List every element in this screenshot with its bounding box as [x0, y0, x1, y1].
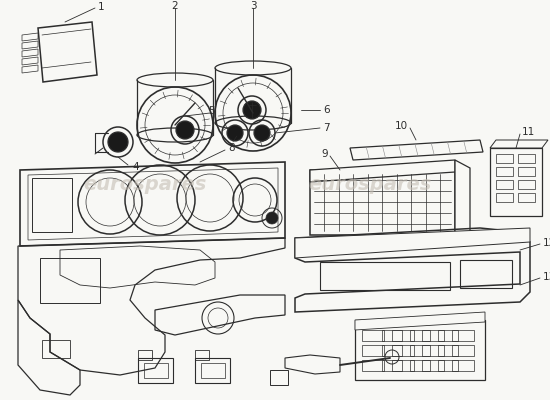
Bar — [518, 154, 535, 163]
Polygon shape — [22, 33, 38, 41]
Text: 10: 10 — [395, 121, 408, 131]
Bar — [392, 345, 414, 356]
Bar — [144, 363, 168, 378]
Bar — [422, 330, 444, 341]
Bar — [40, 258, 100, 303]
Bar — [496, 180, 513, 189]
Bar — [392, 360, 414, 371]
Bar — [362, 360, 384, 371]
Circle shape — [227, 125, 243, 141]
Bar — [452, 330, 474, 341]
Polygon shape — [22, 41, 38, 49]
Text: 12: 12 — [543, 238, 550, 248]
Bar — [320, 262, 450, 290]
Bar — [310, 170, 455, 235]
Bar — [42, 340, 70, 358]
Text: 1: 1 — [98, 2, 104, 12]
Text: 9: 9 — [321, 149, 328, 159]
Bar — [518, 193, 535, 202]
Bar — [138, 350, 152, 360]
Circle shape — [176, 121, 194, 139]
Bar — [392, 330, 414, 341]
Bar — [422, 345, 444, 356]
Bar — [355, 320, 485, 380]
Bar — [518, 180, 535, 189]
Circle shape — [254, 125, 270, 141]
Text: 4: 4 — [132, 162, 139, 172]
Bar — [138, 358, 173, 383]
Bar — [438, 330, 458, 341]
Bar — [201, 363, 225, 378]
Bar — [438, 360, 458, 371]
Polygon shape — [355, 312, 485, 330]
Bar — [382, 345, 402, 356]
Bar — [362, 345, 384, 356]
Text: eurospares: eurospares — [83, 176, 207, 194]
Circle shape — [243, 101, 261, 119]
Bar — [452, 345, 474, 356]
Text: 2: 2 — [172, 1, 178, 11]
Text: 11: 11 — [522, 127, 535, 137]
Bar — [496, 193, 513, 202]
Polygon shape — [295, 228, 530, 258]
Text: 13: 13 — [543, 272, 550, 282]
Bar — [496, 154, 513, 163]
Circle shape — [108, 132, 128, 152]
Bar — [438, 345, 458, 356]
Polygon shape — [22, 49, 38, 57]
Bar — [422, 360, 444, 371]
Polygon shape — [22, 65, 38, 73]
Bar — [518, 167, 535, 176]
Polygon shape — [310, 160, 455, 182]
Polygon shape — [490, 140, 548, 148]
Bar — [382, 360, 402, 371]
Text: 7: 7 — [323, 123, 329, 133]
Circle shape — [266, 212, 278, 224]
Text: 5: 5 — [208, 106, 214, 116]
Bar — [460, 260, 512, 288]
Polygon shape — [22, 57, 38, 65]
Polygon shape — [350, 140, 483, 160]
Bar — [270, 370, 288, 385]
Bar — [410, 330, 430, 341]
Bar — [32, 178, 72, 232]
Polygon shape — [455, 160, 470, 238]
Bar — [382, 330, 402, 341]
Text: 8: 8 — [228, 143, 235, 153]
Text: 3: 3 — [250, 1, 256, 11]
Bar — [410, 345, 430, 356]
Text: 6: 6 — [323, 105, 329, 115]
Bar — [490, 148, 542, 216]
Bar — [195, 358, 230, 383]
Bar — [496, 167, 513, 176]
Bar — [195, 350, 209, 360]
Bar — [410, 360, 430, 371]
Bar — [362, 330, 384, 341]
Bar — [452, 360, 474, 371]
Text: eurospares: eurospares — [309, 176, 432, 194]
